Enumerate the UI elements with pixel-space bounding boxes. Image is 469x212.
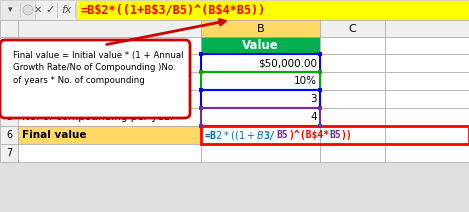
Bar [318,106,322,110]
Bar [201,126,469,144]
Bar [199,52,203,56]
Bar [201,144,320,162]
Text: ✓: ✓ [45,5,55,15]
Bar [320,126,385,144]
Bar [318,52,322,56]
FancyBboxPatch shape [0,40,190,118]
Text: 2: 2 [6,58,12,68]
Bar [318,70,322,74]
Bar [201,90,320,108]
Text: 4: 4 [6,94,12,104]
Bar [199,106,203,110]
Bar [18,108,201,126]
Bar [0,144,18,162]
Text: 6: 6 [6,130,12,140]
Bar [18,54,201,72]
Text: Initial value: Initial value [22,58,83,68]
Text: )^(B$4*: )^(B$4* [288,130,329,140]
Bar [385,126,469,144]
Bar [385,90,469,108]
Bar [199,70,203,74]
Bar [0,20,18,37]
Bar [18,20,201,37]
Bar [201,54,320,72]
Text: Value: Value [242,39,279,52]
Text: ▾: ▾ [8,6,12,14]
Bar [201,90,320,108]
Bar [0,90,18,108]
Bar [385,20,469,37]
Bar [318,106,322,110]
Text: 1: 1 [6,40,12,50]
Circle shape [23,5,33,15]
Text: 3: 3 [310,94,317,104]
Bar [18,72,201,90]
Text: B: B [257,24,265,33]
Bar [201,37,320,54]
Bar [320,37,385,54]
Bar [320,144,385,162]
Bar [320,108,385,126]
Bar [0,54,18,72]
Bar [0,108,18,126]
Bar [18,37,201,54]
Bar [318,88,322,92]
Text: C: C [348,24,356,33]
Bar [199,88,203,92]
Text: 4: 4 [310,112,317,122]
Text: Final value: Final value [22,130,86,140]
Bar [201,72,320,90]
Bar [199,106,203,110]
Text: 7: 7 [6,148,12,158]
Bar [0,37,18,54]
Bar [0,0,155,20]
Bar [320,72,385,90]
Bar [385,72,469,90]
Bar [201,108,320,126]
Bar [76,0,469,20]
Bar [318,70,322,74]
Text: Final value = Initial value * (1 + Annual
Growth Rate/No of Compounding )No.
of : Final value = Initial value * (1 + Annua… [13,51,183,85]
Bar [199,124,203,128]
Text: No. of compounding per year: No. of compounding per year [22,112,174,122]
Bar [18,126,201,144]
Text: fx: fx [61,5,71,15]
Text: $50,000.00: $50,000.00 [258,58,317,68]
Text: Annual growth rate: Annual growth rate [22,76,122,86]
Bar [385,144,469,162]
Bar [320,54,385,72]
Text: )): )) [341,130,353,140]
Bar [0,126,18,144]
Bar [385,108,469,126]
Bar [318,124,322,128]
Bar [18,144,201,162]
Bar [201,72,320,90]
Bar [201,126,320,144]
Text: =B$2*((1+B$3/: =B$2*((1+B$3/ [204,128,276,141]
Bar [201,54,320,72]
Bar [385,37,469,54]
Bar [320,20,385,37]
Text: ✕: ✕ [34,5,42,15]
Bar [385,54,469,72]
Text: 10%: 10% [294,76,317,86]
Bar [318,88,322,92]
Text: 5: 5 [6,112,12,122]
Bar [201,20,320,37]
Text: B5: B5 [329,130,341,140]
Text: 3: 3 [6,76,12,86]
Bar [320,90,385,108]
Bar [199,70,203,74]
Bar [18,90,201,108]
Text: =B$2*((1+B$3/B5)^(B$4*B5)): =B$2*((1+B$3/B5)^(B$4*B5)) [80,4,265,17]
Text: No. of years: No. of years [22,94,85,104]
Text: B5: B5 [276,130,288,140]
Bar [0,72,18,90]
Bar [199,88,203,92]
Bar [201,108,320,126]
Bar [0,0,35,20]
